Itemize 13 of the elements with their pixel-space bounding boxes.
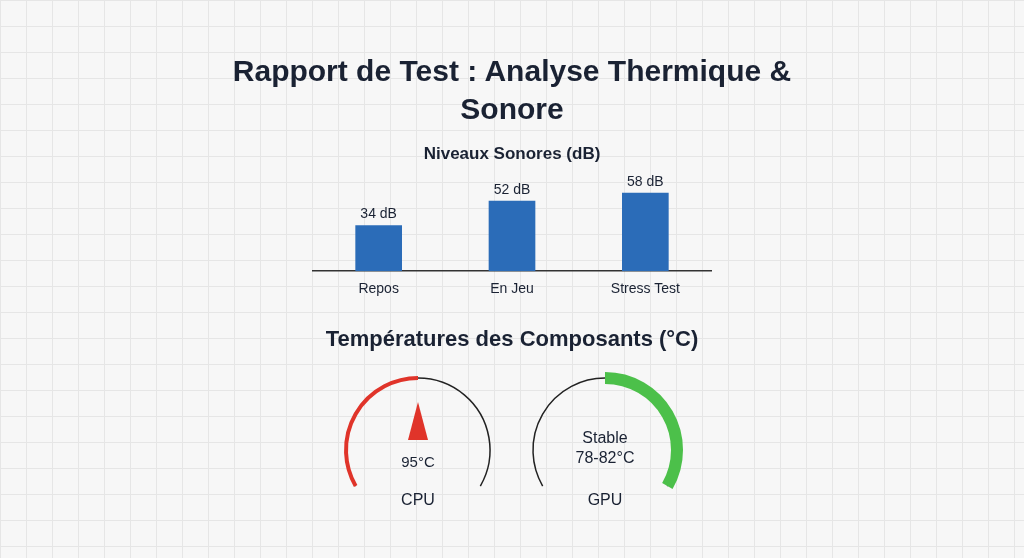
x-tick-label: En Jeu — [490, 280, 534, 297]
data-label: 58 dB — [627, 172, 664, 189]
x-tick-label: Stress Test — [610, 280, 680, 297]
text: CPU — [400, 490, 436, 510]
text: GPU — [586, 490, 624, 510]
text: Stable 78-82°C — [574, 428, 636, 468]
text: 95°C — [400, 452, 436, 472]
chart-title: Rapport de Test : Analyse Thermique & Sonore — [231, 53, 793, 127]
chart-subtitle: Niveaux Sonores (dB) — [422, 144, 602, 164]
text: Températures des Composants (°C) — [324, 326, 700, 352]
data-label: 34 dB — [360, 205, 397, 222]
x-tick-label: Repos — [358, 280, 399, 297]
data-label: 52 dB — [493, 180, 531, 197]
